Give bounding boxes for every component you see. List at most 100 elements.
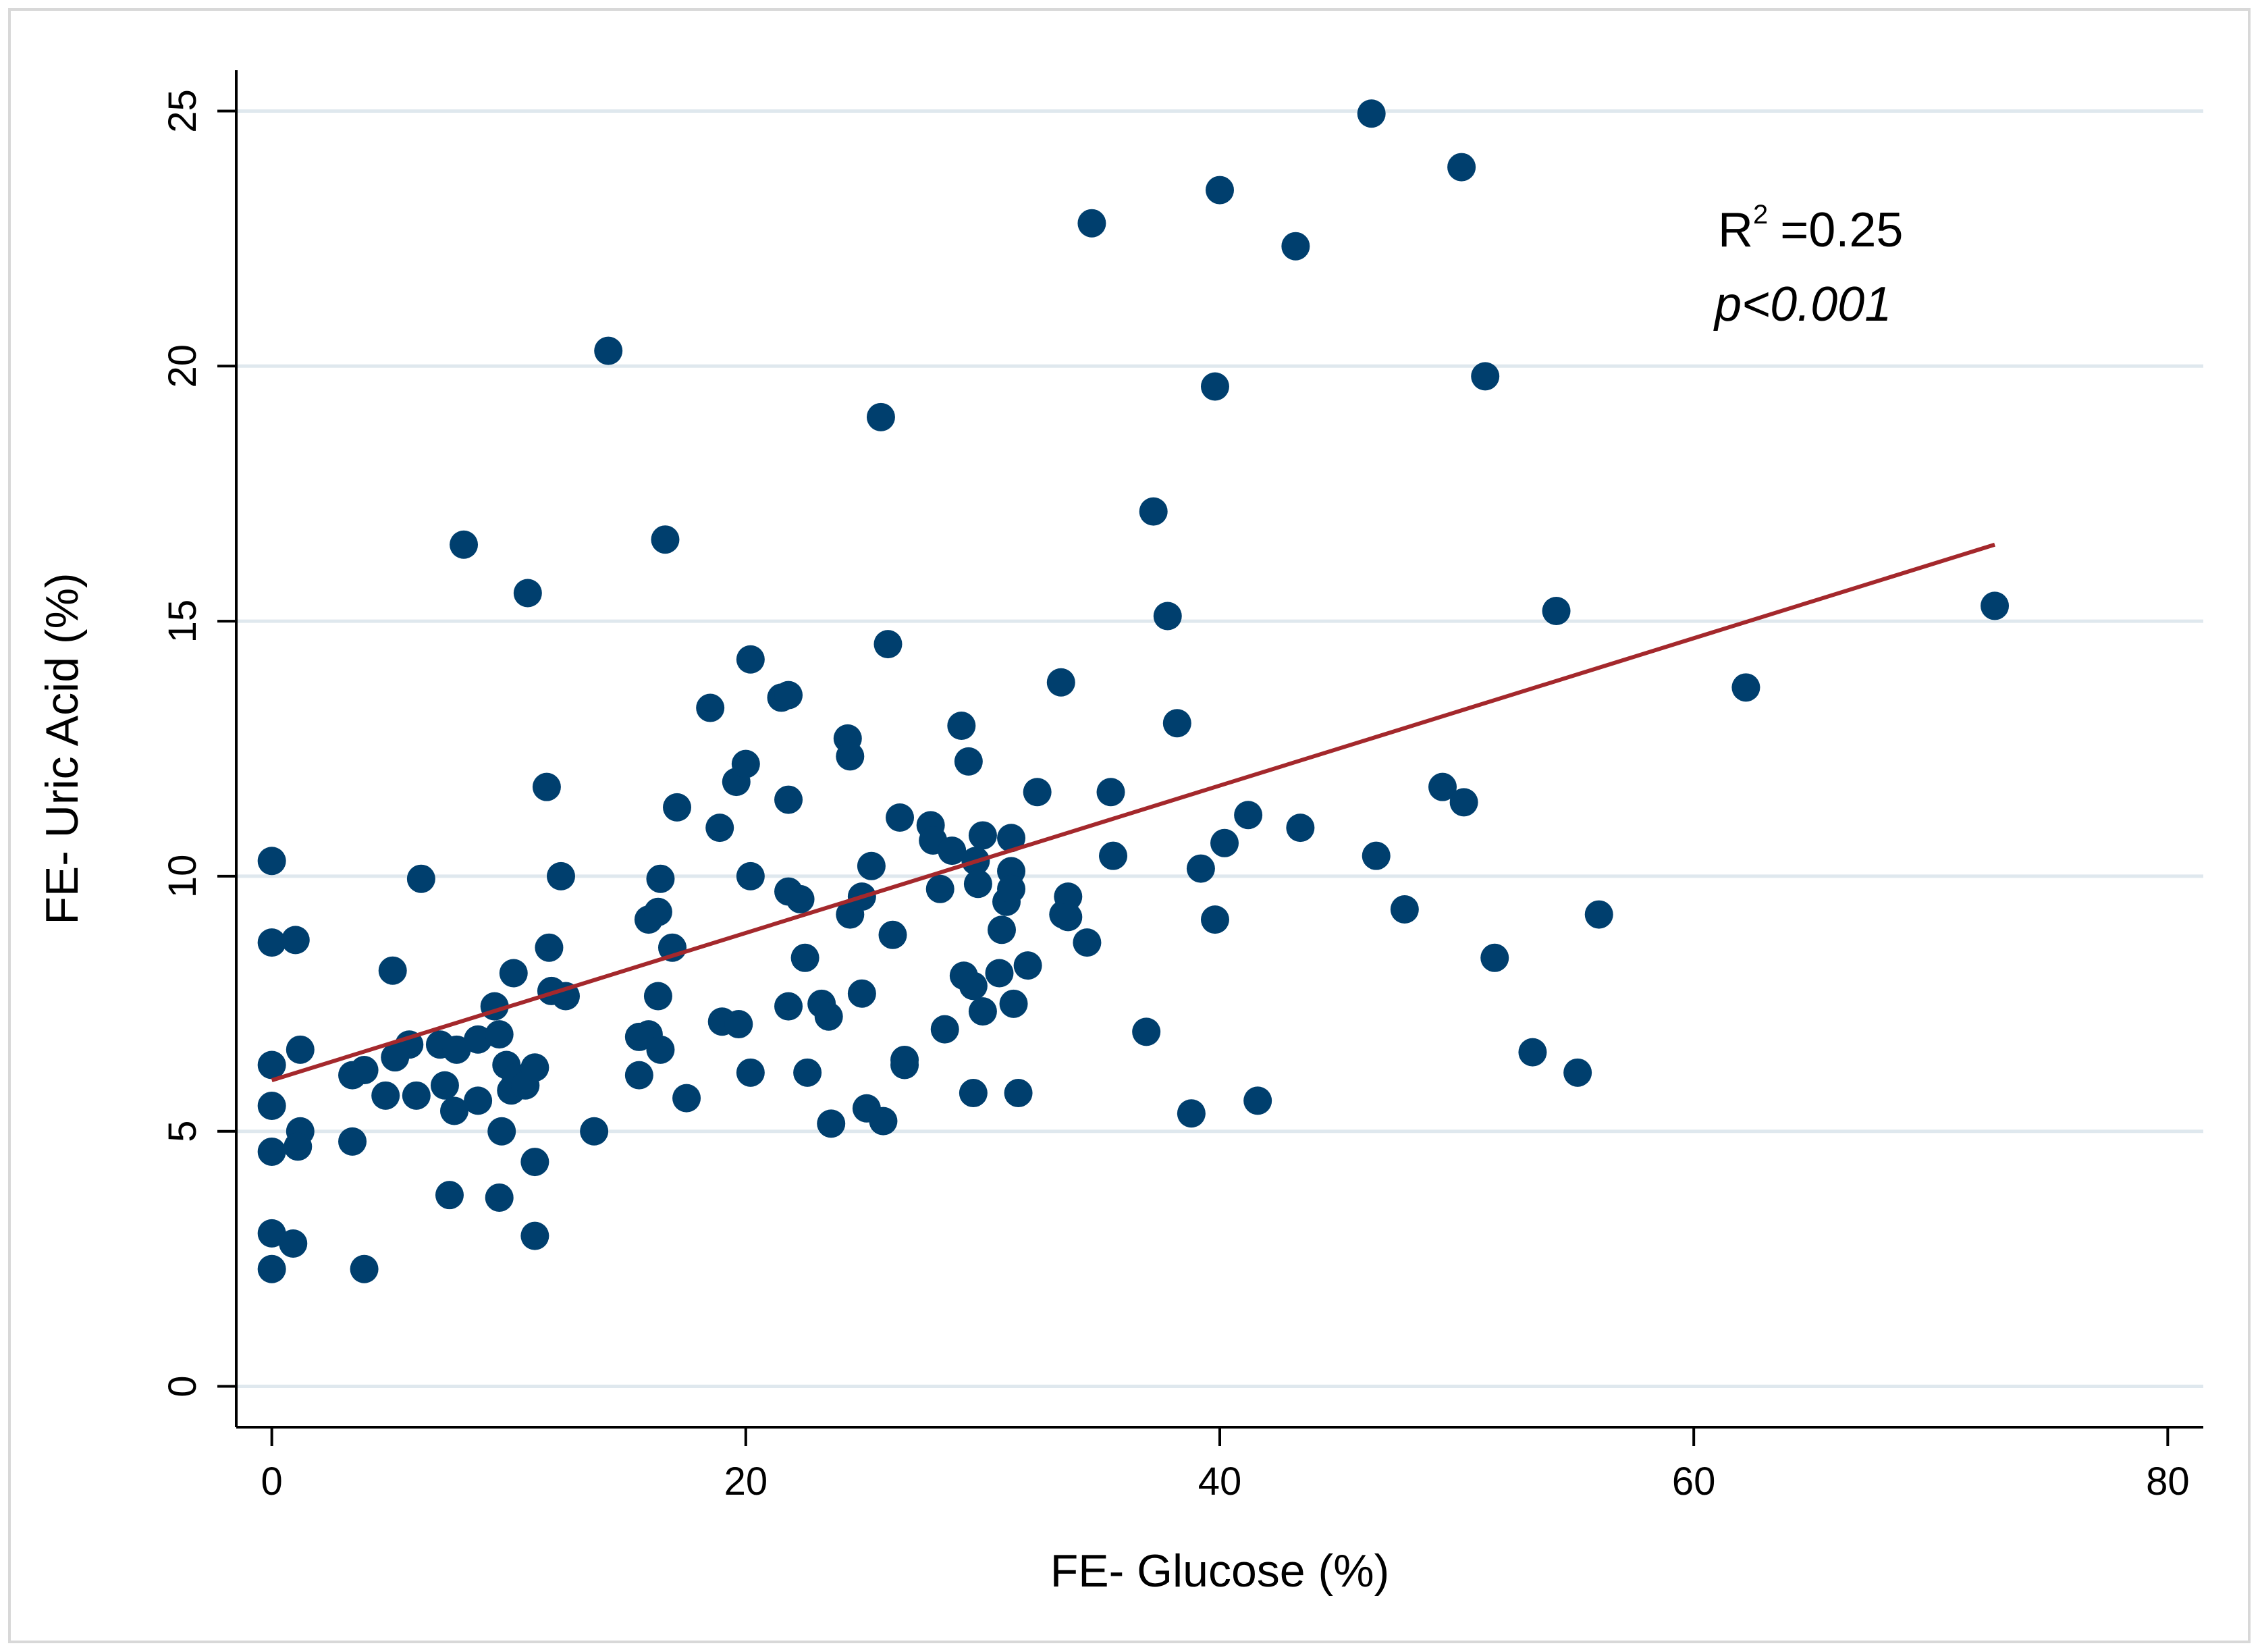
data-point bbox=[257, 1091, 286, 1120]
r-squared-symbol: R bbox=[1718, 203, 1753, 257]
data-point bbox=[406, 864, 435, 893]
data-point bbox=[464, 1086, 493, 1115]
data-point bbox=[696, 693, 725, 722]
data-point bbox=[790, 943, 819, 972]
data-point bbox=[1390, 895, 1419, 924]
data-point bbox=[257, 1137, 286, 1166]
data-point bbox=[817, 1109, 846, 1138]
data-point bbox=[1099, 841, 1128, 870]
y-axis: 0 5 10 15 20 25 bbox=[161, 70, 238, 1427]
data-point bbox=[1281, 232, 1310, 261]
data-point bbox=[520, 1053, 549, 1082]
data-point bbox=[580, 1117, 609, 1146]
data-point bbox=[731, 749, 760, 778]
data-point bbox=[485, 1183, 514, 1212]
data-point bbox=[1447, 153, 1476, 182]
data-point bbox=[1206, 176, 1234, 205]
y-tick-label-0: 0 bbox=[161, 1375, 205, 1397]
data-point bbox=[1046, 668, 1075, 697]
data-point bbox=[1153, 602, 1182, 631]
r-squared-superscript: 2 bbox=[1753, 200, 1768, 230]
y-axis-label: FE- Uric Acid (%) bbox=[36, 572, 88, 924]
data-point bbox=[736, 861, 765, 890]
data-point bbox=[378, 956, 407, 985]
data-point bbox=[1480, 943, 1509, 972]
data-point bbox=[1243, 1086, 1272, 1115]
data-point bbox=[1023, 778, 1052, 807]
data-point bbox=[651, 525, 680, 554]
data-point bbox=[350, 1056, 379, 1085]
outer-frame bbox=[8, 8, 2251, 1643]
data-point bbox=[1981, 591, 2010, 620]
r-squared-annotation: R2 =0.25 bbox=[1718, 200, 1903, 257]
data-point bbox=[439, 1096, 468, 1125]
data-point bbox=[947, 711, 976, 740]
y-tick-label-15: 15 bbox=[161, 599, 205, 643]
data-point bbox=[814, 1002, 843, 1031]
data-point bbox=[371, 1081, 400, 1110]
y-tick-label-10: 10 bbox=[161, 855, 205, 899]
data-point bbox=[925, 874, 954, 903]
data-point bbox=[836, 742, 865, 771]
data-point bbox=[1054, 903, 1083, 932]
data-point bbox=[774, 785, 803, 814]
data-point bbox=[286, 1035, 315, 1064]
data-point bbox=[257, 1219, 286, 1248]
data-point bbox=[786, 884, 815, 913]
data-point bbox=[594, 336, 623, 365]
data-points bbox=[257, 99, 2010, 1283]
data-point bbox=[546, 861, 575, 890]
data-point bbox=[1449, 788, 1478, 817]
data-point bbox=[847, 979, 876, 1008]
y-tick-label-25: 25 bbox=[161, 89, 205, 133]
data-point bbox=[1186, 854, 1215, 883]
x-tick-label-20: 20 bbox=[724, 1460, 768, 1503]
data-point bbox=[1542, 596, 1571, 625]
x-axis-label: FE- Glucose (%) bbox=[1050, 1545, 1390, 1597]
data-point bbox=[890, 1045, 919, 1074]
data-point bbox=[430, 1071, 459, 1100]
data-point bbox=[1096, 778, 1125, 807]
data-point bbox=[643, 982, 672, 1011]
data-point bbox=[988, 915, 1017, 944]
p-value-annotation: p<0.001 bbox=[1713, 277, 1891, 331]
data-point bbox=[959, 971, 988, 1001]
data-point bbox=[1518, 1038, 1547, 1067]
x-tick-label-0: 0 bbox=[261, 1460, 283, 1503]
data-point bbox=[1132, 1017, 1161, 1046]
regression-line bbox=[271, 542, 1995, 1083]
data-point bbox=[1200, 372, 1229, 401]
data-point bbox=[338, 1127, 367, 1156]
data-point bbox=[513, 579, 542, 608]
data-point bbox=[450, 530, 479, 559]
data-point bbox=[886, 803, 915, 832]
data-point bbox=[997, 874, 1026, 903]
data-point bbox=[793, 1058, 822, 1087]
y-tick-label-20: 20 bbox=[161, 344, 205, 388]
data-point bbox=[487, 1117, 516, 1146]
data-point bbox=[999, 989, 1028, 1018]
x-axis: 0 20 40 60 80 bbox=[236, 1426, 2203, 1503]
data-point bbox=[279, 1229, 308, 1258]
data-point bbox=[257, 1254, 286, 1283]
data-point bbox=[643, 897, 672, 926]
data-point bbox=[1200, 905, 1229, 934]
data-point bbox=[442, 1035, 471, 1064]
data-point bbox=[499, 959, 528, 988]
x-tick-label-60: 60 bbox=[1672, 1460, 1716, 1503]
data-point bbox=[774, 681, 803, 710]
data-point bbox=[646, 1035, 675, 1064]
data-point bbox=[963, 870, 992, 899]
y-tick-label-5: 5 bbox=[161, 1121, 205, 1142]
data-point bbox=[968, 821, 997, 850]
data-point bbox=[878, 920, 907, 949]
data-point bbox=[930, 1015, 959, 1044]
data-point bbox=[532, 772, 561, 801]
data-point bbox=[1584, 900, 1613, 929]
data-point bbox=[1471, 362, 1500, 391]
data-point bbox=[1162, 709, 1191, 738]
data-point bbox=[938, 836, 967, 865]
data-point bbox=[857, 851, 886, 880]
data-point bbox=[736, 645, 765, 674]
data-point bbox=[663, 793, 692, 822]
